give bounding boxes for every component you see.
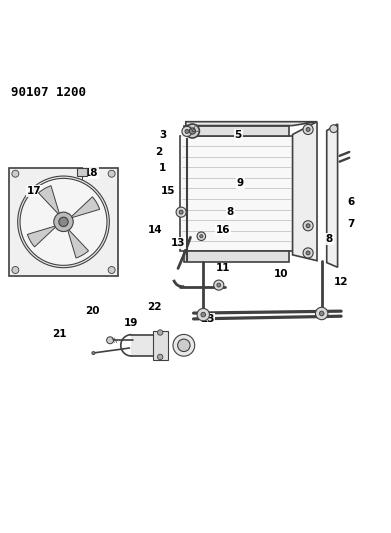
Polygon shape (27, 226, 56, 247)
Circle shape (185, 124, 199, 138)
Circle shape (303, 221, 313, 231)
Circle shape (303, 248, 313, 258)
Bar (9, 167, 118, 276)
Text: 6: 6 (347, 197, 354, 207)
Polygon shape (71, 197, 100, 218)
Circle shape (108, 170, 115, 177)
Text: 23: 23 (200, 314, 214, 324)
Text: 4: 4 (182, 127, 190, 138)
Text: 7: 7 (347, 219, 355, 229)
Text: 12: 12 (334, 277, 348, 287)
Bar (184, 251, 289, 262)
Bar (180, 136, 292, 251)
Circle shape (316, 307, 328, 320)
Circle shape (18, 176, 109, 268)
Circle shape (12, 170, 19, 177)
Circle shape (197, 309, 210, 321)
Circle shape (214, 280, 224, 290)
Circle shape (178, 339, 190, 352)
Text: 2: 2 (155, 147, 162, 157)
Bar (77, 168, 87, 176)
Text: 22: 22 (147, 302, 162, 312)
Circle shape (306, 251, 310, 255)
Bar (131, 335, 155, 356)
Circle shape (173, 334, 195, 356)
Circle shape (200, 235, 203, 238)
Circle shape (92, 352, 95, 354)
Circle shape (201, 312, 206, 317)
Circle shape (158, 330, 163, 335)
Circle shape (185, 130, 189, 133)
Circle shape (197, 232, 206, 240)
Circle shape (330, 125, 337, 133)
Circle shape (59, 217, 68, 227)
Circle shape (54, 212, 73, 231)
Text: 8: 8 (227, 207, 234, 217)
Circle shape (176, 207, 186, 217)
Text: 5: 5 (235, 130, 242, 140)
Circle shape (179, 210, 183, 214)
Text: 20: 20 (85, 306, 100, 316)
Bar (153, 331, 168, 360)
Polygon shape (186, 122, 317, 126)
Polygon shape (68, 229, 88, 258)
Circle shape (107, 337, 113, 344)
Circle shape (319, 311, 324, 316)
Circle shape (303, 124, 313, 134)
Text: 10: 10 (274, 269, 288, 279)
Text: 9: 9 (237, 178, 244, 188)
Circle shape (108, 266, 115, 273)
Text: 16: 16 (215, 224, 230, 235)
Polygon shape (327, 124, 337, 267)
Text: 21: 21 (52, 329, 67, 340)
Text: 14: 14 (147, 224, 162, 235)
Circle shape (306, 224, 310, 228)
Text: 19: 19 (124, 318, 139, 328)
Polygon shape (38, 185, 59, 215)
Text: 15: 15 (161, 186, 176, 196)
Text: 3: 3 (159, 130, 166, 140)
Text: 1: 1 (159, 163, 166, 173)
Circle shape (20, 179, 107, 265)
Bar (184, 126, 289, 136)
Text: 90107 1200: 90107 1200 (11, 86, 86, 99)
Circle shape (182, 126, 192, 136)
Circle shape (306, 127, 310, 132)
Text: 8: 8 (326, 235, 333, 244)
Circle shape (12, 266, 19, 273)
Text: 11: 11 (215, 263, 230, 273)
Circle shape (217, 283, 221, 287)
Circle shape (189, 128, 196, 134)
Text: 18: 18 (83, 168, 98, 179)
Circle shape (158, 354, 163, 360)
Polygon shape (292, 122, 317, 261)
Text: 17: 17 (27, 186, 42, 196)
Text: 13: 13 (171, 238, 185, 248)
